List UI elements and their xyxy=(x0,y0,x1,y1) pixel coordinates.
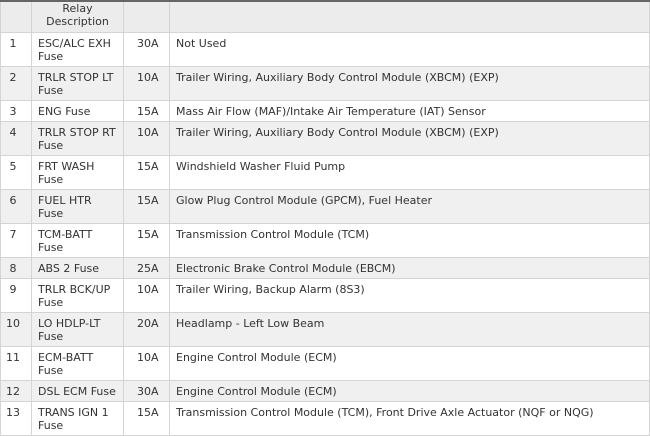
relay-name: TRLR STOP LT Fuse xyxy=(31,66,124,101)
table-row: 9 TRLR BCK/UP Fuse 10A Trailer Wiring, Back… xyxy=(0,278,650,313)
relay-name: LO HDLP-LT Fuse xyxy=(31,312,124,347)
table-row: 11 ECM-BATT Fuse 10A Engine Control Module … xyxy=(0,346,650,381)
table-row: 5 FRT WASH Fuse 15A Windshield Washer Fluid… xyxy=(0,155,650,190)
fuse-rating: 15A xyxy=(123,155,170,190)
circuit-description: Not Used xyxy=(169,32,650,67)
header-number xyxy=(0,0,32,33)
table-row: 3 ENG Fuse 15A Mass Air Flow (MAF)/Intake A… xyxy=(0,100,650,122)
fuse-rating: 10A xyxy=(123,278,170,313)
table-row: 12 DSL ECM Fuse 30A Engine Control Module (… xyxy=(0,380,650,402)
circuit-description: Electronic Brake Control Module (EBCM) xyxy=(169,257,650,279)
fuse-rating: 10A xyxy=(123,346,170,381)
circuit-description: Trailer Wiring, Backup Alarm (8S3) xyxy=(169,278,650,313)
fuse-rating: 30A xyxy=(123,32,170,67)
header-circuit xyxy=(169,0,650,33)
fuse-rating: 10A xyxy=(123,121,170,156)
row-number: 4 xyxy=(0,121,32,156)
row-number: 5 xyxy=(0,155,32,190)
circuit-description: Headlamp - Left Low Beam xyxy=(169,312,650,347)
fuse-rating: 25A xyxy=(123,257,170,279)
row-number: 6 xyxy=(0,189,32,224)
circuit-description: Trailer Wiring, Auxiliary Body Control M… xyxy=(169,121,650,156)
circuit-description: Windshield Washer Fluid Pump xyxy=(169,155,650,190)
circuit-description: Engine Control Module (ECM) xyxy=(169,346,650,381)
row-number: 11 xyxy=(0,346,32,381)
row-number: 9 xyxy=(0,278,32,313)
table-row: 10 LO HDLP-LT Fuse 20A Headlamp - Left Low … xyxy=(0,312,650,347)
circuit-description: Trailer Wiring, Auxiliary Body Control M… xyxy=(169,66,650,101)
fuse-rating: 15A xyxy=(123,223,170,258)
header-row: Relay Description xyxy=(0,0,650,33)
relay-name: FUEL HTR Fuse xyxy=(31,189,124,224)
relay-name: ABS 2 Fuse xyxy=(31,257,124,279)
circuit-description: Engine Control Module (ECM) xyxy=(169,380,650,402)
fuse-rating: 10A xyxy=(123,66,170,101)
row-number: 1 xyxy=(0,32,32,67)
relay-name: ECM-BATT Fuse xyxy=(31,346,124,381)
row-number: 12 xyxy=(0,380,32,402)
relay-name: TRLR STOP RT Fuse xyxy=(31,121,124,156)
circuit-description: Glow Plug Control Module (GPCM), Fuel He… xyxy=(169,189,650,224)
row-number: 10 xyxy=(0,312,32,347)
table-row: 8 ABS 2 Fuse 25A Electronic Brake Control M… xyxy=(0,257,650,279)
row-number: 7 xyxy=(0,223,32,258)
table-row: 6 FUEL HTR Fuse 15A Glow Plug Control Modul… xyxy=(0,189,650,224)
relay-name: DSL ECM Fuse xyxy=(31,380,124,402)
fuse-rating: 15A xyxy=(123,189,170,224)
relay-name: TCM-BATT Fuse xyxy=(31,223,124,258)
circuit-description: Mass Air Flow (MAF)/Intake Air Temperatu… xyxy=(169,100,650,122)
table-row: 4 TRLR STOP RT Fuse 10A Trailer Wiring, Aux… xyxy=(0,121,650,156)
table-row: 1 ESC/ALC EXH Fuse 30A Not Used xyxy=(0,32,650,67)
header-relay-description: Relay Description xyxy=(31,0,124,33)
header-rating xyxy=(123,0,170,33)
relay-name: FRT WASH Fuse xyxy=(31,155,124,190)
relay-name: ESC/ALC EXH Fuse xyxy=(31,32,124,67)
row-number: 8 xyxy=(0,257,32,279)
row-number: 3 xyxy=(0,100,32,122)
circuit-description: Transmission Control Module (TCM) xyxy=(169,223,650,258)
fuse-rating: 15A xyxy=(123,100,170,122)
fuse-rating: 30A xyxy=(123,380,170,402)
relay-name: ENG Fuse xyxy=(31,100,124,122)
row-number: 2 xyxy=(0,66,32,101)
relay-name: TRLR BCK/UP Fuse xyxy=(31,278,124,313)
table-row: 7 TCM-BATT Fuse 15A Transmission Control Mo… xyxy=(0,223,650,258)
fuse-rating: 20A xyxy=(123,312,170,347)
table-row: 2 TRLR STOP LT Fuse 10A Trailer Wiring, Aux… xyxy=(0,66,650,101)
